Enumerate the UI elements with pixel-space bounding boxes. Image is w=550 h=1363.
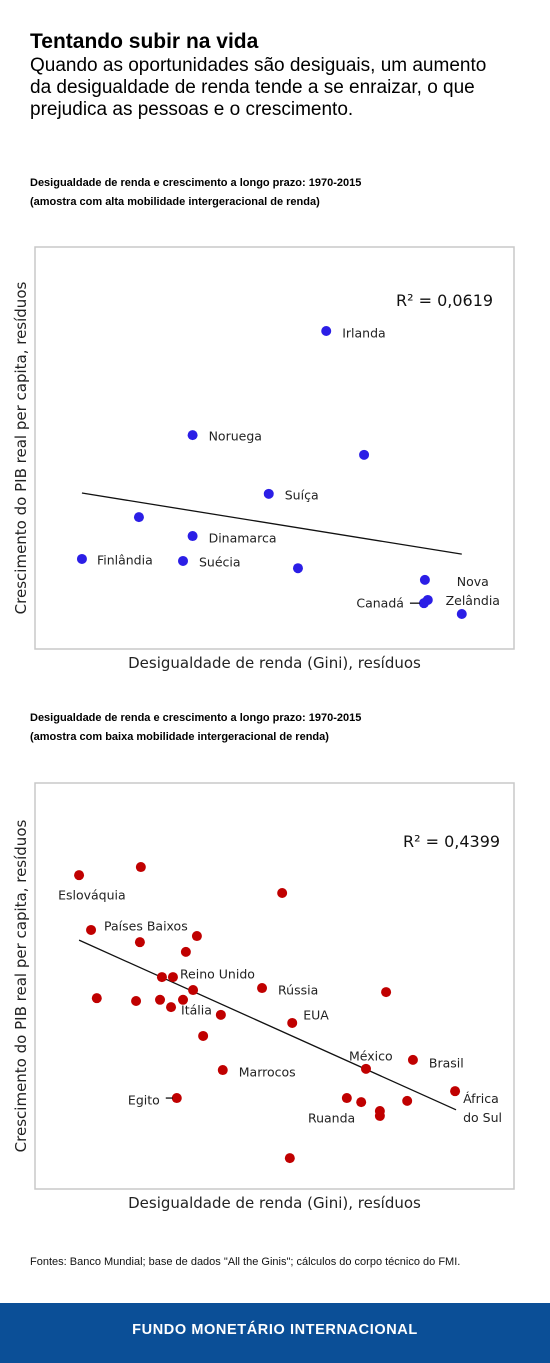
- plot-frame: [34, 782, 515, 1190]
- r-squared: R² = 0,0619: [396, 291, 494, 310]
- point-label: Suécia: [199, 554, 241, 570]
- point: [402, 1095, 413, 1106]
- point-label: México: [348, 1048, 393, 1064]
- point-label: Países Baixos: [104, 918, 188, 934]
- point-label: Dinamarca: [208, 530, 277, 546]
- point: [187, 430, 198, 441]
- point: [134, 937, 145, 948]
- footer-band: [0, 1303, 550, 1363]
- point-label: Rússia: [278, 982, 319, 998]
- point-label: Suíça: [284, 487, 319, 503]
- x-axis-label: Desigualdade de renda (Gini), resíduos: [128, 654, 421, 672]
- point: [263, 488, 274, 499]
- point-label: Noruega: [208, 428, 262, 444]
- plot-frame: [34, 246, 515, 650]
- point: [74, 870, 85, 881]
- point: [359, 449, 370, 460]
- point-label: Finlândia: [96, 552, 153, 568]
- point: [131, 996, 142, 1007]
- point-label: Eslováquia: [58, 887, 126, 903]
- point: [133, 512, 144, 523]
- point: [257, 983, 268, 994]
- point: [292, 563, 303, 574]
- point: [91, 993, 102, 1004]
- point: [167, 972, 178, 983]
- point: [86, 924, 97, 935]
- point-label: Marrocos: [238, 1064, 296, 1080]
- point: [277, 888, 288, 899]
- y-axis-label: Crescimento do PIB real per capita, resí…: [12, 819, 30, 1153]
- point: [284, 1153, 295, 1164]
- point: [450, 1086, 461, 1097]
- point: [321, 326, 332, 337]
- point: [418, 598, 429, 609]
- point: [217, 1065, 228, 1076]
- page-subtitle: Quando as oportunidades são desiguais, u…: [30, 55, 487, 120]
- r-squared: R² = 0,4399: [403, 832, 501, 851]
- point: [178, 994, 189, 1005]
- point: [171, 1093, 182, 1104]
- chart-title: Desigualdade de renda e crescimento a lo…: [30, 177, 362, 189]
- point: [215, 1009, 226, 1020]
- point-label: Itália: [181, 1002, 212, 1018]
- point: [166, 1002, 177, 1013]
- point: [180, 946, 191, 957]
- point: [188, 985, 199, 996]
- point: [187, 531, 198, 542]
- point: [287, 1017, 298, 1028]
- point: [191, 931, 202, 942]
- point-label: Brasil: [428, 1055, 464, 1071]
- point-label: EUA: [303, 1007, 329, 1023]
- point-label: Reino Unido: [179, 966, 255, 982]
- point: [76, 553, 87, 564]
- source-note: Fontes: Banco Mundial; base de dados "Al…: [30, 1256, 461, 1268]
- point-label: Nova Zelândia: [445, 574, 500, 609]
- point-label: África do Sul: [463, 1091, 502, 1126]
- point: [155, 994, 166, 1005]
- chart-title: Desigualdade de renda e crescimento a lo…: [30, 712, 362, 724]
- point: [381, 987, 392, 998]
- x-axis-label: Desigualdade de renda (Gini), resíduos: [128, 1194, 421, 1212]
- point: [456, 609, 467, 620]
- point: [156, 972, 167, 983]
- y-axis-label: Crescimento do PIB real per capita, resí…: [12, 281, 30, 615]
- point-label: Canadá: [356, 595, 404, 611]
- trend-line: [78, 939, 457, 1111]
- point-label: Egito: [127, 1092, 160, 1108]
- page-title: Tentando subir na vida: [30, 30, 259, 53]
- point-label: Ruanda: [307, 1110, 356, 1126]
- point: [135, 862, 146, 873]
- chart-subtitle: (amostra com alta mobilidade intergeraci…: [30, 196, 320, 208]
- point: [374, 1110, 385, 1121]
- point: [178, 555, 189, 566]
- point: [407, 1054, 418, 1065]
- chart-subtitle: (amostra com baixa mobilidade intergerac…: [30, 731, 329, 743]
- point: [356, 1097, 367, 1108]
- footer-text: FUNDO MONETÁRIO INTERNACIONAL: [132, 1322, 418, 1338]
- point: [341, 1093, 352, 1104]
- point: [198, 1030, 209, 1041]
- trend-line: [81, 492, 462, 555]
- point: [419, 574, 430, 585]
- point: [360, 1063, 371, 1074]
- point-label: Irlanda: [342, 325, 386, 341]
